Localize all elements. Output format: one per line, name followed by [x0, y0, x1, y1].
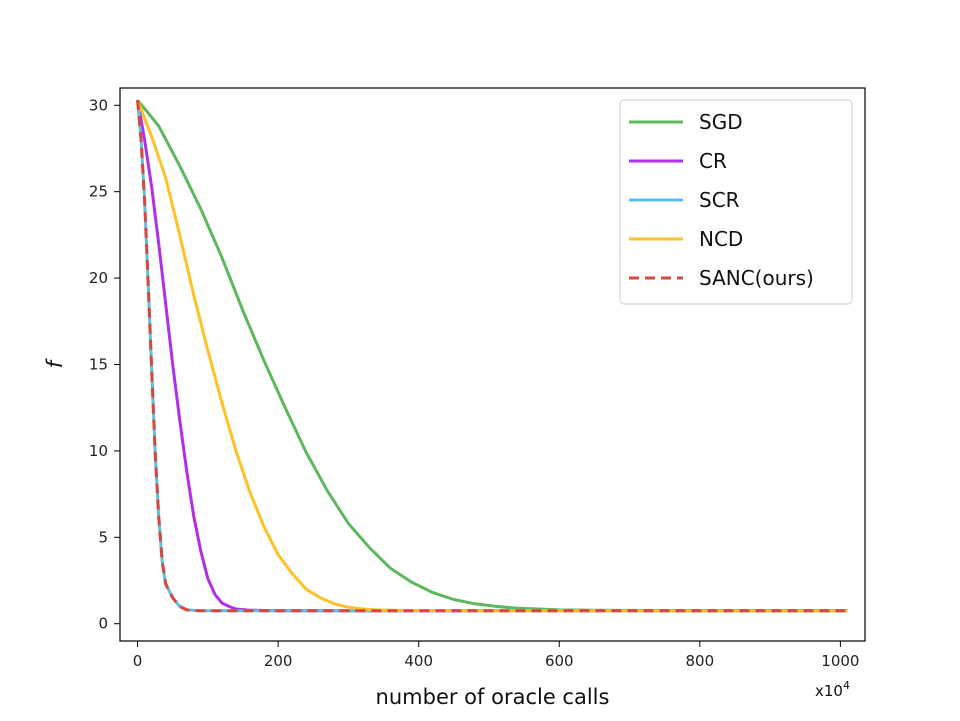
- series-line-sanc-ours: [136, 99, 848, 613]
- y-tick-label: 15: [89, 356, 108, 374]
- x-tick-label: 0: [133, 652, 143, 670]
- y-tick-label: 25: [89, 183, 108, 201]
- legend: SGD CR SCR NCD SANC(ours): [619, 99, 853, 305]
- y-axis-ticks: 0 5 10 15 20 25 30: [89, 96, 120, 633]
- x-tick-label: 400: [404, 652, 433, 670]
- legend-label: SANC(ours): [699, 266, 814, 290]
- legend-label: SCR: [699, 188, 740, 212]
- x-multiplier-base: x10: [815, 682, 843, 700]
- legend-label: SGD: [699, 110, 743, 134]
- x-tick-label: 800: [686, 652, 715, 670]
- x-multiplier-exponent: 4: [843, 679, 850, 692]
- y-tick-label: 20: [89, 269, 108, 287]
- legend-frame: [619, 99, 853, 305]
- y-tick-label: 30: [89, 96, 108, 114]
- legend-label: NCD: [699, 227, 743, 251]
- x-tick-label: 600: [545, 652, 574, 670]
- x-axis-ticks: 0 200 400 600 800 1000: [133, 641, 859, 670]
- y-tick-label: 10: [89, 442, 108, 460]
- x-axis-multiplier: x104: [815, 679, 850, 700]
- y-tick-label: 5: [98, 528, 108, 546]
- x-tick-label: 1000: [821, 652, 859, 670]
- x-axis-label: number of oracle calls: [376, 685, 610, 709]
- legend-label: CR: [699, 149, 727, 173]
- plot-lines: [136, 99, 848, 613]
- y-axis-label: f: [43, 357, 67, 368]
- y-tick-label: 0: [98, 615, 108, 633]
- x-tick-label: 200: [264, 652, 293, 670]
